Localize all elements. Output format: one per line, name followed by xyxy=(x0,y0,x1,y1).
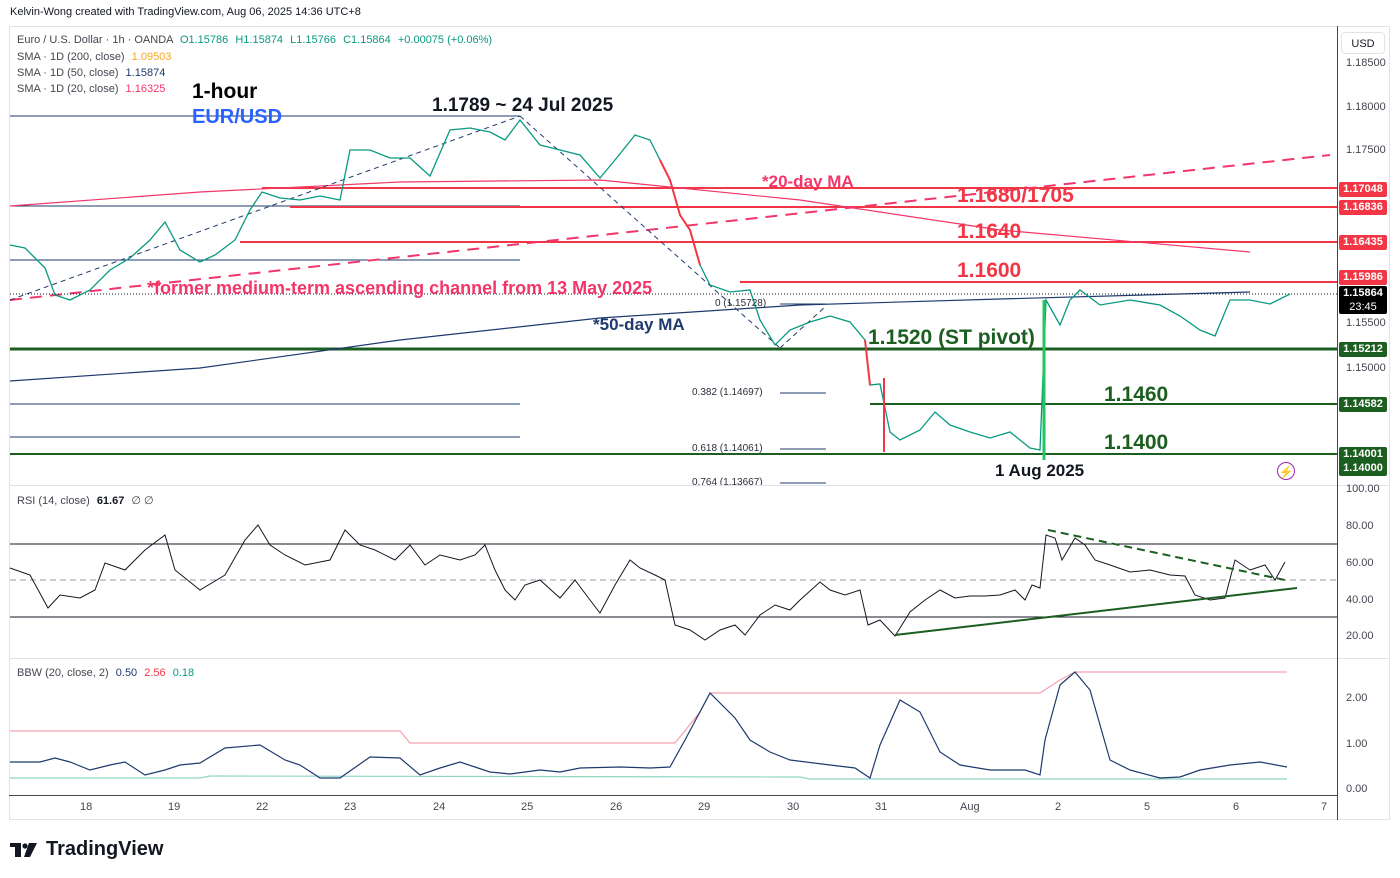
price-tick: 1.15500 xyxy=(1346,317,1386,329)
chart-frame xyxy=(9,26,1390,820)
annotation-pivot: 1.1520 (ST pivot) xyxy=(868,326,1035,349)
time-tick: 30 xyxy=(787,801,800,813)
rsi-extra: ∅ ∅ xyxy=(131,495,154,507)
tradingview-logo-icon xyxy=(10,842,37,857)
time-tick: 23 xyxy=(344,801,357,813)
price-label-1-16836: 1.16836 xyxy=(1339,200,1387,215)
flash-icon[interactable]: ⚡ xyxy=(1277,462,1295,480)
price-label-1-15986: 1.15986 xyxy=(1339,270,1387,285)
tradingview-wordmark: TradingView xyxy=(46,838,164,860)
bar-countdown: 23:45 xyxy=(1349,301,1377,313)
rsi-legend[interactable]: RSI (14, close) 61.67 ∅ ∅ xyxy=(17,494,154,507)
bbw-highest-value: 2.56 xyxy=(144,667,166,679)
time-tick: 26 xyxy=(610,801,623,813)
bbw-tick: 1.00 xyxy=(1346,738,1368,750)
indicator-legend-sma50[interactable]: SMA · 1D (50, close) 1.15874 xyxy=(17,67,165,79)
annotation-high: 1.1789 ~ 24 Jul 2025 xyxy=(432,95,614,116)
ohlc-low: L1.15766 xyxy=(290,34,337,46)
sma50-value: 1.15874 xyxy=(125,67,166,79)
timeframe-title: 1-hour xyxy=(192,80,258,103)
symbol-label: Euro / U.S. Dollar · 1h · OANDA xyxy=(17,34,173,46)
price-tick: 1.17500 xyxy=(1346,144,1386,156)
rsi-tick: 100.00 xyxy=(1346,483,1380,495)
bbw-label: BBW (20, close, 2) xyxy=(17,667,109,679)
chart-credit: Kelvin-Wong created with TradingView.com… xyxy=(10,6,361,18)
time-tick: 7 xyxy=(1321,801,1328,813)
annotation-resistance-3: 1.1600 xyxy=(957,259,1022,282)
annotation-channel: *former medium-term ascending channel fr… xyxy=(147,278,653,298)
tradingview-logo[interactable]: TradingView xyxy=(10,838,163,861)
annotation-support-2: 1.1400 xyxy=(1104,431,1169,454)
annotation-ma50: *50-day MA xyxy=(593,315,685,334)
bbw-tick: 0.00 xyxy=(1346,783,1368,795)
bbw-legend[interactable]: BBW (20, close, 2) 0.50 2.56 0.18 xyxy=(17,667,194,679)
annotation-support-1: 1.1460 xyxy=(1104,383,1169,406)
rsi-label: RSI (14, close) xyxy=(17,495,90,507)
price-label-1-14582: 1.14582 xyxy=(1339,397,1387,412)
time-tick: 2 xyxy=(1055,801,1062,813)
rsi-pane-separator[interactable] xyxy=(9,485,1390,486)
sma20-value: 1.16325 xyxy=(125,83,166,95)
bbw-lowest-value: 0.18 xyxy=(172,667,195,679)
bbw-tick: 2.00 xyxy=(1346,692,1368,704)
rsi-tick: 20.00 xyxy=(1346,630,1374,642)
price-label-1-16435: 1.16435 xyxy=(1339,235,1387,250)
time-tick: 31 xyxy=(875,801,888,813)
sma50-label: SMA · 1D (50, close) xyxy=(17,67,119,79)
annotation-resistance-1: 1.1680/1705 xyxy=(957,184,1074,207)
sma200-label: SMA · 1D (200, close) xyxy=(17,51,125,63)
currency-button[interactable]: USD xyxy=(1341,32,1385,54)
time-tick: 5 xyxy=(1144,801,1151,813)
time-tick: 24 xyxy=(433,801,446,813)
rsi-tick: 80.00 xyxy=(1346,520,1374,532)
time-tick: 29 xyxy=(698,801,711,813)
time-tick: 22 xyxy=(256,801,269,813)
fib-764-label: 0.764 (1.13667) xyxy=(692,477,763,485)
time-tick: 6 xyxy=(1233,801,1240,813)
price-tick: 1.18000 xyxy=(1346,101,1386,113)
indicator-legend-sma200[interactable]: SMA · 1D (200, close) 1.09503 xyxy=(17,51,171,63)
current-price-value: 1.15864 xyxy=(1343,287,1383,299)
rsi-tick: 60.00 xyxy=(1346,557,1374,569)
price-label-support: 1.14001 1.14000 xyxy=(1339,447,1387,476)
price-label-1-17048: 1.17048 xyxy=(1339,182,1387,197)
pair-title: EUR/USD xyxy=(192,106,283,128)
ohlc-change: +0.00075 (+0.06%) xyxy=(397,34,493,46)
annotation-ma20: *20-day MA xyxy=(762,172,854,191)
price-tick: 1.15000 xyxy=(1346,362,1386,374)
price-label-1-15212: 1.15212 xyxy=(1339,342,1387,357)
fib-382-label: 0.382 (1.14697) xyxy=(692,387,763,398)
ohlc-high: H1.15874 xyxy=(235,34,284,46)
time-tick: Aug xyxy=(960,801,980,813)
fib-618-label: 0.618 (1.14061) xyxy=(692,443,763,454)
time-tick: 18 xyxy=(80,801,93,813)
time-tick: 25 xyxy=(521,801,534,813)
price-tick: 1.18500 xyxy=(1346,57,1386,69)
price-axis-line xyxy=(1337,26,1338,820)
ohlc-open: O1.15786 xyxy=(179,34,229,46)
annotation-resistance-2: 1.1640 xyxy=(957,220,1022,243)
rsi-value: 61.67 xyxy=(96,495,125,507)
ohlc-close: C1.15864 xyxy=(343,34,391,46)
annotation-low: 1 Aug 2025 xyxy=(995,461,1085,480)
bbw-value: 0.50 xyxy=(115,667,138,679)
time-tick: 19 xyxy=(168,801,181,813)
indicator-legend-sma20[interactable]: SMA · 1D (20, close) 1.16325 xyxy=(17,83,165,95)
sma200-value: 1.09503 xyxy=(131,51,172,63)
bbw-pane-separator[interactable] xyxy=(9,658,1390,659)
sma20-label: SMA · 1D (20, close) xyxy=(17,83,119,95)
price-label-1-14000: 1.14000 xyxy=(1343,462,1383,474)
rsi-tick: 40.00 xyxy=(1346,594,1374,606)
current-price-label: 1.15864 23:45 xyxy=(1339,286,1387,314)
symbol-legend[interactable]: Euro / U.S. Dollar · 1h · OANDA O1.15786… xyxy=(17,34,492,46)
price-label-1-14001: 1.14001 xyxy=(1343,448,1383,460)
time-axis-line xyxy=(9,795,1338,796)
fib-0-label: 0 (1.15728) xyxy=(715,298,767,309)
